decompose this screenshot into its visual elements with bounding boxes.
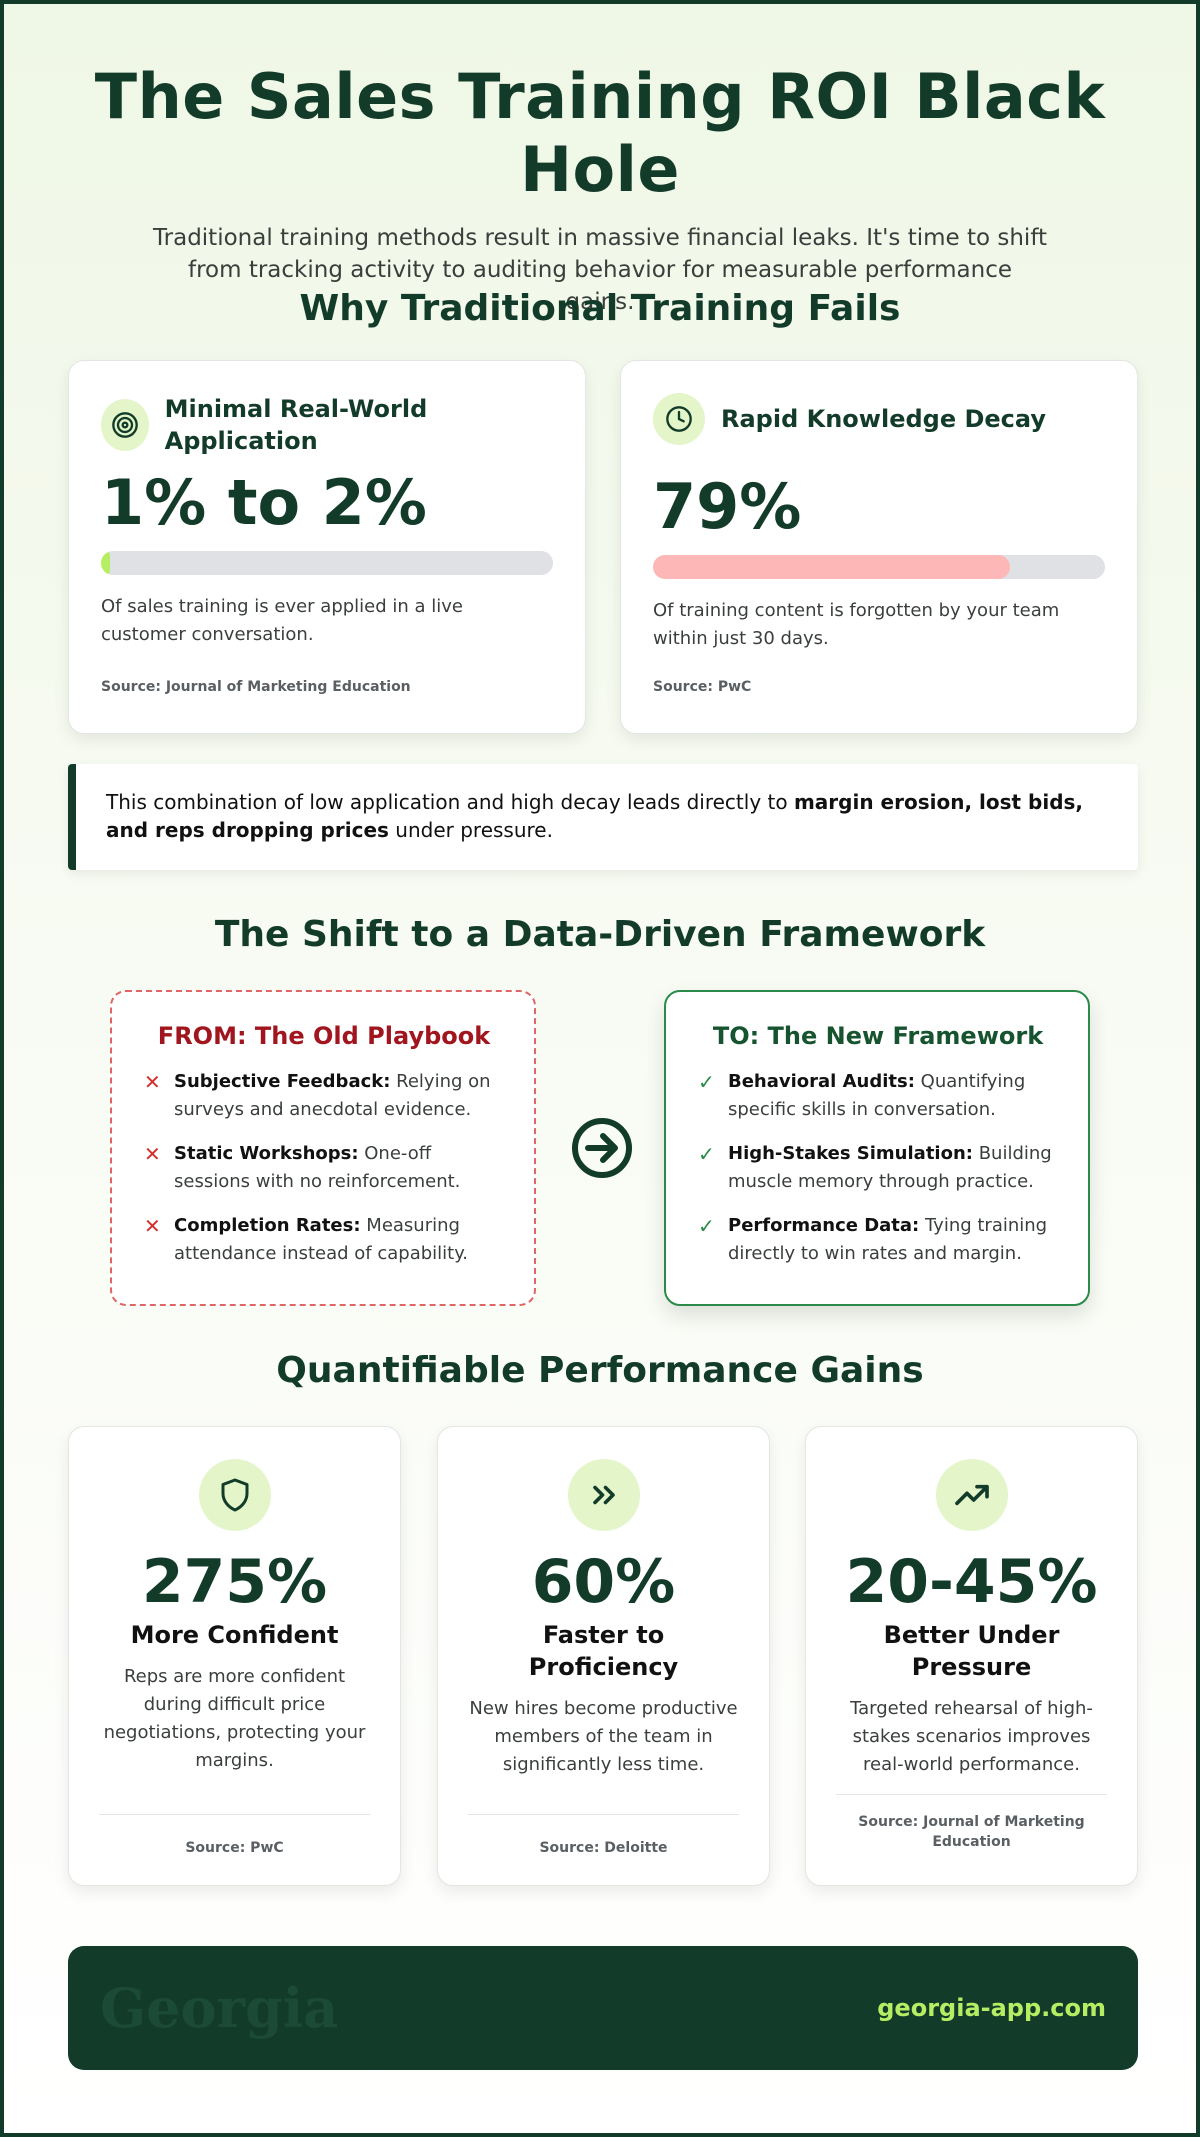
check-mark-icon: ✓ bbox=[698, 1142, 715, 1166]
gain-heading: More Confident bbox=[130, 1621, 339, 1649]
gain-stat: 20-45% bbox=[845, 1547, 1098, 1617]
trending-up-icon bbox=[935, 1459, 1008, 1531]
fail-stat: 1% to 2% bbox=[101, 466, 427, 539]
new-framework-item: ✓ Behavioral Audits: Quantifying specifi… bbox=[698, 1068, 1058, 1124]
gains-section-title: Quantifiable Performance Gains bbox=[276, 1350, 924, 1391]
check-mark-icon: ✓ bbox=[698, 1070, 715, 1094]
x-mark-icon: ✕ bbox=[144, 1214, 161, 1238]
item-text: Tying training directly to win rates and… bbox=[728, 1215, 1048, 1264]
decay-bar bbox=[653, 555, 1105, 579]
gain-stat: 60% bbox=[531, 1547, 676, 1617]
fail-source: Source: Journal of Marketing Education bbox=[101, 679, 411, 695]
shield-icon bbox=[198, 1459, 271, 1531]
x-mark-icon: ✕ bbox=[144, 1142, 161, 1166]
clock-icon bbox=[653, 393, 705, 445]
item-label: Behavioral Audits: bbox=[728, 1071, 915, 1092]
gain-source: Source: Journal of Marketing Education bbox=[858, 1814, 1085, 1850]
gain-card-proficiency: 60% Faster to Proficiency New hires beco… bbox=[437, 1426, 770, 1886]
gain-divider bbox=[836, 1794, 1107, 1795]
old-playbook-item: ✕ Completion Rates: Measuring attendance… bbox=[144, 1212, 504, 1268]
item-label: Static Workshops: bbox=[174, 1143, 359, 1164]
fail-description: Of training content is forgotten by your… bbox=[653, 600, 1060, 649]
double-chevron-right-icon bbox=[567, 1459, 640, 1531]
gain-card-pressure: 20-45% Better Under Pressure Targeted re… bbox=[805, 1426, 1138, 1886]
item-text: One-off sessions with no reinforcement. bbox=[174, 1143, 461, 1192]
gain-description: New hires become productive members of t… bbox=[469, 1698, 738, 1775]
fail-heading: Rapid Knowledge Decay bbox=[721, 405, 1046, 433]
footer-logo: Georgia bbox=[100, 1976, 339, 2040]
target-icon bbox=[101, 399, 149, 451]
item-label: Completion Rates: bbox=[174, 1215, 361, 1236]
callout-emphasis: margin erosion, lost bids, and reps drop… bbox=[106, 790, 1084, 842]
item-text: Relying on surveys and anecdotal evidenc… bbox=[174, 1071, 491, 1120]
gain-divider bbox=[99, 1814, 370, 1815]
fails-section-title: Why Traditional Training Fails bbox=[299, 288, 901, 329]
gain-description: Reps are more confident during difficult… bbox=[103, 1666, 366, 1771]
application-bar-fill bbox=[101, 551, 111, 575]
callout-box: This combination of low application and … bbox=[68, 764, 1138, 870]
new-framework-title: TO: The New Framework bbox=[712, 1022, 1044, 1050]
gain-description: Targeted rehearsal of high-stakes scenar… bbox=[850, 1698, 1093, 1775]
fail-card-decay: Rapid Knowledge Decay 79% Of training co… bbox=[620, 360, 1138, 734]
old-playbook-item: ✕ Static Workshops: One-off sessions wit… bbox=[144, 1140, 504, 1196]
item-text: Building muscle memory through practice. bbox=[728, 1143, 1052, 1192]
item-label: Performance Data: bbox=[728, 1215, 920, 1236]
new-framework-item: ✓ High-Stakes Simulation: Building muscl… bbox=[698, 1140, 1058, 1196]
fail-card-application: Minimal Real-World Application 1% to 2% … bbox=[68, 360, 586, 734]
item-label: Subjective Feedback: bbox=[174, 1071, 391, 1092]
new-framework-box: TO: The New Framework ✓ Behavioral Audit… bbox=[664, 990, 1090, 1306]
item-text: Quantifying specific skills in conversat… bbox=[728, 1071, 1026, 1120]
application-bar bbox=[101, 551, 553, 575]
fail-heading: Minimal Real-World Application bbox=[164, 395, 428, 455]
gain-divider bbox=[468, 1814, 739, 1815]
item-label: High-Stakes Simulation: bbox=[728, 1143, 973, 1164]
gain-source: Source: Deloitte bbox=[539, 1840, 668, 1856]
gain-stat: 275% bbox=[141, 1547, 328, 1617]
shift-section-title: The Shift to a Data-Driven Framework bbox=[214, 914, 986, 955]
gain-card-confidence: 275% More Confident Reps are more confid… bbox=[68, 1426, 401, 1886]
fail-source: Source: PwC bbox=[653, 679, 752, 695]
x-mark-icon: ✕ bbox=[144, 1070, 161, 1094]
page-title: The Sales Training ROI Black Hole bbox=[94, 60, 1106, 206]
gain-source: Source: PwC bbox=[185, 1840, 284, 1856]
old-playbook-title: FROM: The Old Playbook bbox=[157, 1022, 491, 1050]
item-text: Measuring attendance instead of capabili… bbox=[174, 1215, 469, 1264]
footer-url-link[interactable]: georgia-app.com bbox=[877, 1994, 1106, 2022]
fail-stat: 79% bbox=[653, 470, 802, 543]
new-framework-item: ✓ Performance Data: Tying training direc… bbox=[698, 1212, 1058, 1268]
old-playbook-item: ✕ Subjective Feedback: Relying on survey… bbox=[144, 1068, 504, 1124]
callout-prefix: This combination of low application and … bbox=[106, 790, 794, 814]
page-subtitle: Traditional training methods result in m… bbox=[152, 225, 1048, 315]
gain-heading: Faster to Proficiency bbox=[528, 1621, 679, 1681]
decay-bar-fill bbox=[653, 555, 1011, 579]
gain-heading: Better Under Pressure bbox=[883, 1621, 1060, 1681]
arrow-right-circle-icon bbox=[570, 1116, 634, 1180]
callout-suffix: under pressure. bbox=[388, 818, 553, 842]
fail-description: Of sales training is ever applied in a l… bbox=[101, 596, 464, 645]
old-playbook-box: FROM: The Old Playbook ✕ Subjective Feed… bbox=[110, 990, 536, 1306]
check-mark-icon: ✓ bbox=[698, 1214, 715, 1238]
footer-bar: Georgia georgia-app.com bbox=[68, 1946, 1138, 2070]
